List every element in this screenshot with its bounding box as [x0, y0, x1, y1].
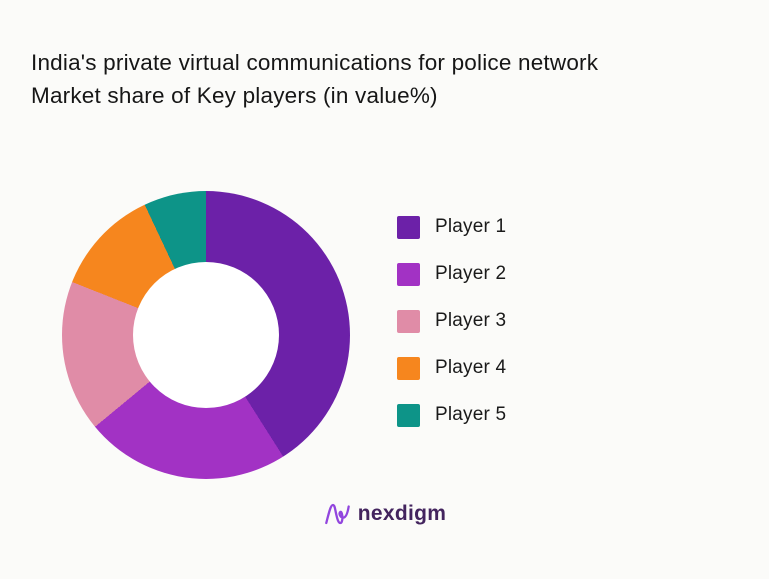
- legend-label: Player 2: [435, 263, 507, 284]
- chart-title: India's private virtual communications f…: [31, 46, 751, 112]
- legend-item: Player 3: [397, 309, 506, 333]
- nexdigm-logo-icon: [324, 503, 350, 525]
- legend-label: Player 1: [435, 216, 507, 237]
- legend-item: Player 4: [397, 356, 506, 380]
- legend-swatch: [397, 262, 420, 286]
- chart-title-line1: India's private virtual communications f…: [31, 50, 599, 75]
- legend-swatch: [397, 403, 420, 427]
- legend-item: Player 1: [397, 215, 506, 239]
- legend-label: Player 3: [435, 310, 507, 331]
- legend-swatch: [397, 356, 420, 380]
- legend-item: Player 5: [397, 403, 506, 427]
- nexdigm-logo-text: nexdigm: [357, 502, 447, 525]
- legend-swatch: [397, 309, 420, 333]
- nexdigm-logo: nexdigm: [323, 500, 446, 528]
- legend-item: Player 2: [397, 262, 506, 286]
- legend-label: Player 5: [435, 404, 507, 425]
- donut-chart-hole: [133, 262, 279, 408]
- chart-legend: Player 1 Player 2 Player 3 Player 4 Play…: [397, 215, 506, 450]
- chart-title-line2: Market share of Key players (in value%): [31, 83, 438, 108]
- legend-label: Player 4: [435, 357, 507, 378]
- donut-chart-area: [62, 191, 350, 479]
- legend-swatch: [397, 215, 420, 239]
